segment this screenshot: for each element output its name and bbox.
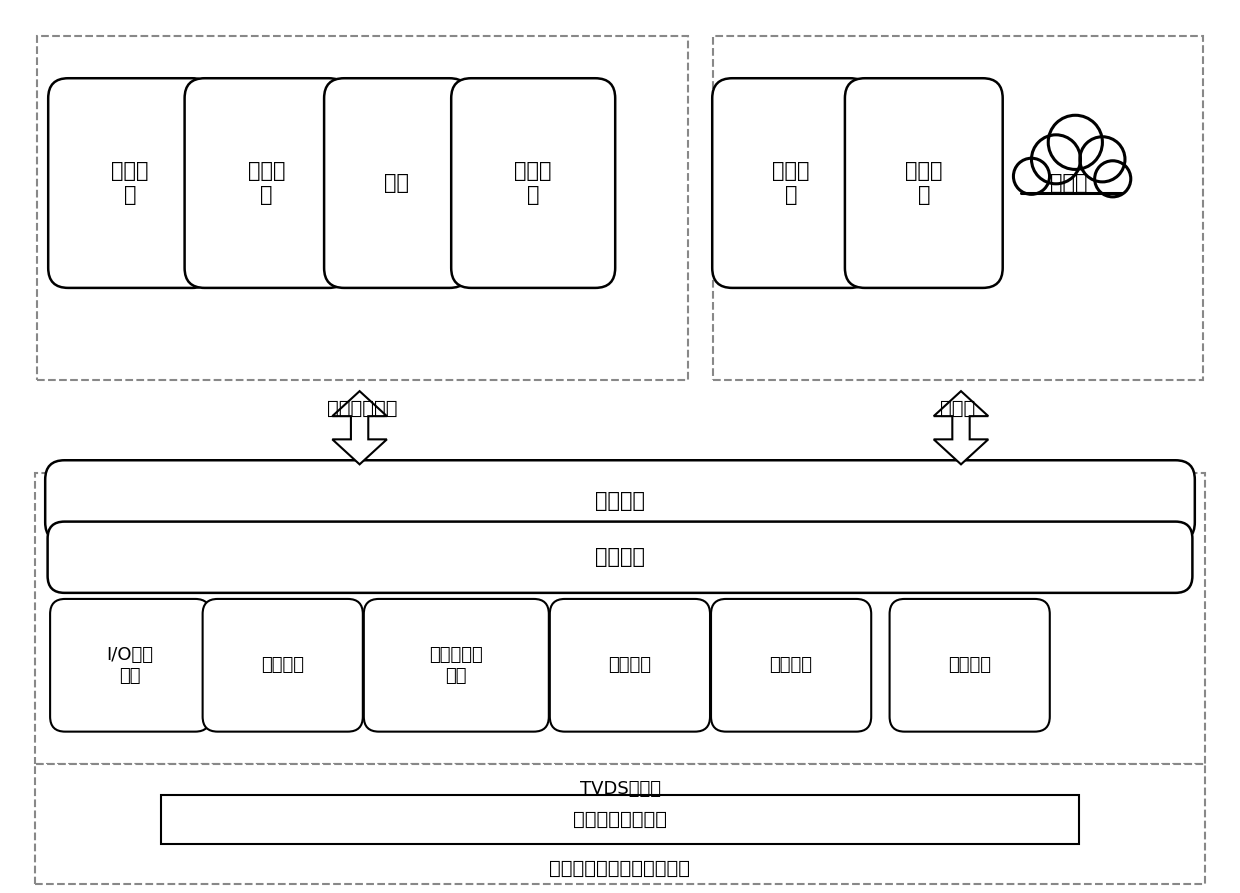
FancyBboxPatch shape [363, 599, 549, 731]
Text: 操作系统控制管理: 操作系统控制管理 [573, 810, 667, 829]
Bar [35, 473, 1205, 764]
Text: 终端设备操作系统（内核）: 终端设备操作系统（内核） [549, 858, 691, 878]
FancyBboxPatch shape [50, 599, 211, 731]
Text: 系统应
用: 系统应 用 [112, 162, 149, 204]
Circle shape [1013, 158, 1049, 195]
Text: 存储虚拟: 存储虚拟 [609, 656, 651, 674]
Circle shape [1032, 135, 1080, 184]
Text: 终端设备桌面: 终端设备桌面 [327, 399, 398, 418]
Text: 文件调度与
处理: 文件调度与 处理 [429, 646, 484, 685]
FancyBboxPatch shape [712, 79, 870, 288]
Circle shape [1095, 161, 1131, 196]
FancyBboxPatch shape [324, 79, 470, 288]
Text: 策略管
理: 策略管 理 [905, 162, 942, 204]
Text: TVDS虚拟层: TVDS虚拟层 [579, 780, 661, 797]
Text: 用户登录: 用户登录 [949, 656, 991, 674]
Text: 系统支
持: 系统支 持 [248, 162, 285, 204]
Text: 控制管理: 控制管理 [595, 491, 645, 511]
Polygon shape [332, 391, 387, 464]
Text: 应用文
件: 应用文 件 [515, 162, 552, 204]
Circle shape [1080, 137, 1125, 182]
Bar [161, 795, 1079, 844]
Bar [1004, 137, 1133, 230]
Polygon shape [934, 391, 988, 464]
FancyBboxPatch shape [48, 79, 212, 288]
Bar [35, 764, 1205, 884]
Text: 云存储: 云存储 [1050, 173, 1087, 193]
Circle shape [1048, 115, 1102, 170]
Text: 服务端: 服务端 [940, 399, 976, 418]
Text: 策略处理: 策略处理 [262, 656, 304, 674]
FancyBboxPatch shape [185, 79, 348, 288]
FancyBboxPatch shape [202, 599, 363, 731]
FancyBboxPatch shape [711, 599, 872, 731]
Text: 权限管
理: 权限管 理 [773, 162, 810, 204]
Text: 登录: 登录 [384, 173, 409, 193]
Bar [713, 36, 1203, 380]
Text: 安全认证: 安全认证 [595, 547, 645, 567]
FancyBboxPatch shape [47, 522, 1193, 593]
FancyBboxPatch shape [549, 599, 711, 731]
Bar [37, 36, 688, 380]
FancyBboxPatch shape [844, 79, 1003, 288]
Bar [1018, 134, 1120, 193]
FancyBboxPatch shape [451, 79, 615, 288]
Text: I/O设备
虚拟: I/O设备 虚拟 [107, 646, 154, 685]
FancyBboxPatch shape [889, 599, 1050, 731]
Text: 网络虚拟: 网络虚拟 [770, 656, 812, 674]
FancyBboxPatch shape [45, 460, 1195, 542]
